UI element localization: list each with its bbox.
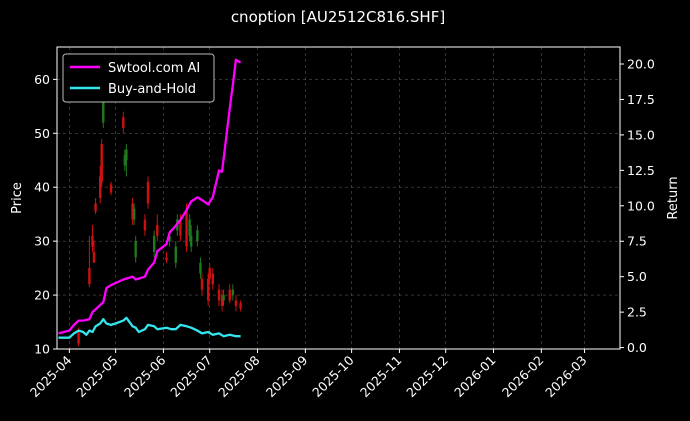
y2-tick-label: 5.0: [627, 269, 647, 284]
y2-tick-label: 17.5: [627, 92, 655, 107]
candle-body: [239, 303, 242, 309]
candle-body: [131, 203, 134, 220]
candle-body: [217, 289, 221, 301]
candle-body: [231, 289, 235, 296]
candle-body: [220, 295, 224, 306]
legend-label-buy-and-hold: Buy-and-Hold: [108, 82, 196, 97]
legend-label-swtool: Swtool.com AI: [108, 61, 200, 76]
y2-tick-label: 7.5: [627, 234, 647, 249]
candle-body: [185, 208, 188, 247]
candle-body: [174, 246, 177, 263]
candle-body: [125, 149, 128, 161]
candle-body: [122, 117, 125, 128]
y2-tick-label: 2.5: [627, 305, 647, 320]
candle-body: [234, 300, 238, 306]
candle-body: [91, 235, 94, 247]
candle-body: [134, 241, 137, 258]
candle-body: [168, 235, 171, 242]
line-layer: [58, 58, 242, 339]
y-tick-label: 60: [34, 72, 50, 87]
candle-body: [77, 332, 80, 344]
plot-frame: [56, 46, 621, 350]
candle-body: [88, 268, 91, 285]
candle-body: [189, 235, 193, 247]
candle-body: [199, 262, 202, 274]
candle-body: [102, 84, 105, 123]
candle-body: [94, 203, 97, 212]
candle-body: [188, 219, 191, 236]
candle-body: [100, 144, 103, 182]
y-axis-label: Price: [10, 182, 25, 214]
candle-body: [165, 257, 168, 261]
candle-body: [143, 219, 147, 231]
candle-body: [152, 235, 156, 252]
legend: Swtool.com AI Buy-and-Hold: [62, 53, 215, 103]
chart-title: cnoption [AU2512C816.SHF]: [231, 8, 445, 26]
y-tick-label: 10: [34, 342, 50, 357]
candle-body: [211, 273, 214, 285]
candle-body: [132, 208, 136, 220]
candle-body: [206, 278, 210, 301]
y2-tick-label: 0.0: [627, 340, 647, 355]
y2-tick-label: 15.0: [627, 127, 655, 142]
candle-body: [196, 230, 199, 242]
y2-tick-label: 20.0: [627, 57, 655, 72]
candle-body: [228, 289, 231, 301]
candle-body: [208, 268, 211, 279]
candle-body: [109, 184, 113, 193]
y-tick-label: 40: [34, 180, 50, 195]
candle-body: [123, 154, 127, 166]
right-axis: 0.0 2.5 5.0 7.5 10.0 12.5 15.0 17.5 20.0: [620, 57, 655, 355]
y2-tick-label: 10.0: [627, 198, 655, 213]
legend-box: [62, 53, 215, 103]
candle-body: [179, 219, 182, 236]
left-axis: 10 20 30 40 50 60: [34, 72, 57, 357]
y2-tick-label: 12.5: [627, 163, 655, 178]
y2-axis-label: Return: [666, 176, 681, 219]
y-tick-label: 20: [34, 288, 50, 303]
y-tick-label: 30: [34, 234, 50, 249]
candle-body: [98, 176, 102, 198]
candle-body: [200, 278, 204, 290]
candle-body: [156, 224, 159, 236]
series-line-swtool: [58, 58, 242, 335]
series-line-buy-and-hold: [58, 316, 241, 339]
candle-body: [92, 251, 96, 263]
candle-body: [146, 181, 150, 204]
y-tick-label: 50: [34, 126, 50, 141]
candle-layer: [77, 79, 242, 347]
candle-body: [222, 295, 225, 301]
